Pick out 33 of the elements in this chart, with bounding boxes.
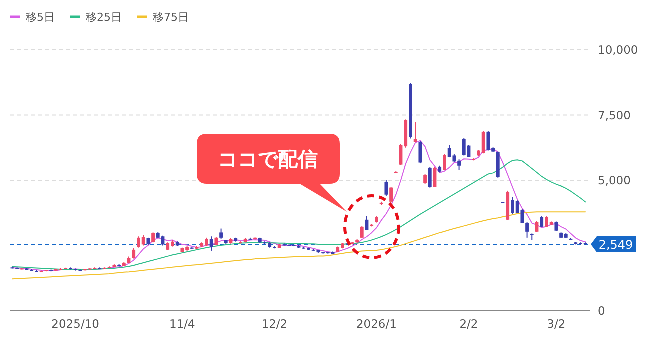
legend-label: 移25日 — [86, 11, 122, 24]
candlestick — [443, 154, 446, 172]
x-tick-label: 2025/10 — [52, 317, 100, 331]
y-tick-label: 7,500 — [598, 108, 631, 122]
candlestick — [360, 226, 364, 239]
annotation: ココで配信 — [218, 147, 318, 171]
candlestick — [384, 180, 388, 197]
candlestick — [554, 221, 558, 232]
candlestick — [390, 186, 393, 204]
candlestick — [414, 122, 418, 144]
candlestick — [152, 232, 155, 244]
candlestick — [132, 248, 136, 260]
candlestick — [220, 228, 223, 240]
ref-line-label: 2,549 — [598, 238, 634, 252]
candlestick — [424, 173, 427, 185]
candlestick — [428, 166, 432, 188]
legend-label: 移75日 — [153, 11, 189, 24]
x-tick-label: 12/2 — [262, 317, 288, 331]
callout: ココで配信 — [197, 134, 347, 212]
y-tick-label: 0 — [598, 304, 606, 318]
x-tick-label: 2/2 — [460, 317, 478, 331]
legend-label: 移5日 — [26, 11, 55, 24]
candlestick — [210, 236, 214, 252]
line-series — [12, 140, 586, 272]
line-series — [12, 212, 586, 280]
candlestick — [526, 222, 529, 238]
candlestick — [540, 216, 544, 228]
y-tick-label: 10,000 — [598, 43, 638, 57]
x-tick-label: 11/4 — [170, 317, 196, 331]
x-tick-label: 2026/1 — [356, 317, 397, 331]
candlestick — [418, 140, 422, 164]
y-tick-label: 5,000 — [598, 174, 631, 188]
x-tick-label: 3/2 — [547, 317, 566, 331]
